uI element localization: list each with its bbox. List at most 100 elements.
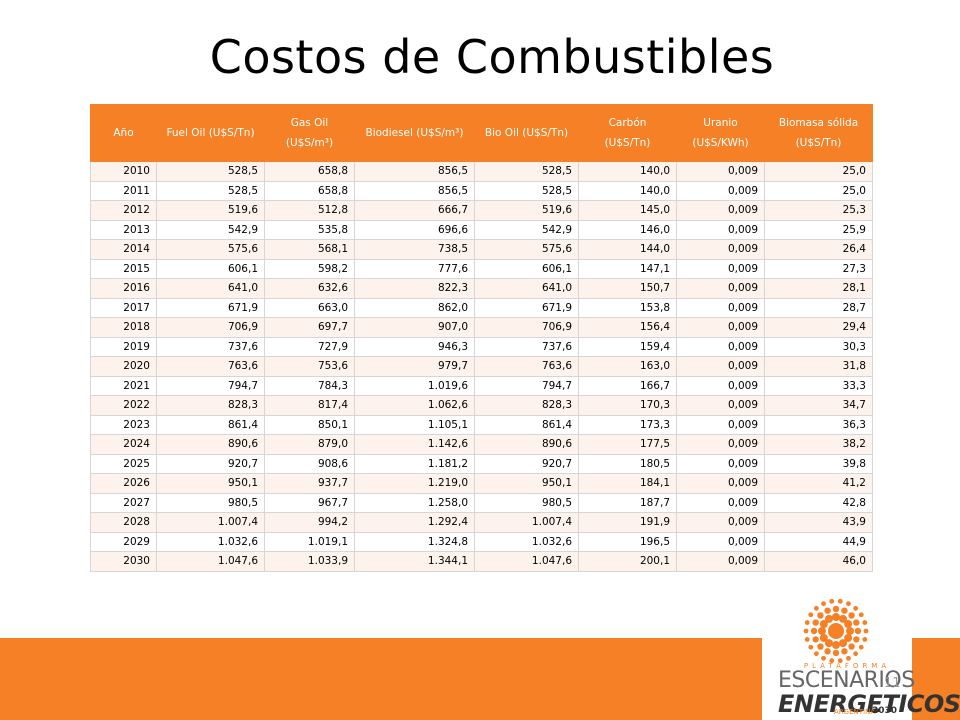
column-header: Fuel Oil (U$S/Tn): [156, 104, 265, 162]
value-cell: 658,8: [264, 161, 355, 182]
value-cell: 663,0: [264, 297, 355, 318]
year-cell: 2010: [90, 161, 157, 182]
table-row: 2011 528,5 658,8 856,5 528,5 140,0 0,009 25,0: [90, 180, 873, 201]
value-cell: 36,3: [764, 414, 873, 435]
year-cell: 2015: [90, 258, 157, 279]
value-cell: 156,4: [578, 317, 677, 338]
fuel-cost-table: Año Fuel Oil (U$S/Tn) Gas Oil (U$S/m³) Biodi…: [90, 104, 873, 572]
value-cell: 920,7: [156, 453, 265, 474]
value-cell: 763,6: [156, 356, 265, 377]
year-cell: 2023: [90, 414, 157, 435]
sun-dot: [846, 601, 851, 607]
value-cell: 0,009: [676, 161, 765, 182]
year-cell: 2011: [90, 180, 157, 201]
sun-dot: [848, 643, 855, 650]
value-cell: 890,6: [474, 434, 579, 455]
sun-dot: [829, 658, 835, 664]
value-cell: 1.007,4: [474, 512, 579, 533]
value-cell: 907,0: [354, 317, 475, 338]
year-cell: 2021: [90, 375, 157, 396]
logo-year-text: 2030: [872, 706, 898, 716]
sun-dot: [853, 636, 860, 643]
value-cell: 0,009: [676, 434, 765, 455]
value-cell: 150,7: [578, 278, 677, 299]
sun-dot: [853, 619, 860, 626]
value-cell: 856,5: [354, 180, 475, 201]
table-row: 2015 606,1 598,2 777,6 606,1 147,1 0,009 27,3: [90, 258, 873, 279]
value-cell: 30,3: [764, 336, 873, 357]
value-cell: 0,009: [676, 278, 765, 299]
sun-dot: [846, 655, 851, 661]
logo-energeticos-text: ENERGETICOS: [778, 690, 960, 718]
table-row: 2020 763,6 753,6 979,7 763,6 163,0 0,009 31,8: [90, 356, 873, 377]
value-cell: 606,1: [474, 258, 579, 279]
value-cell: 738,5: [354, 239, 475, 260]
value-cell: 979,7: [354, 356, 475, 377]
sun-dot: [825, 639, 833, 648]
value-cell: 753,6: [264, 356, 355, 377]
value-cell: 737,6: [474, 336, 579, 357]
column-header-label: Biodiesel (U$S/m³): [365, 127, 464, 139]
value-cell: 0,009: [676, 375, 765, 396]
value-cell: 28,1: [764, 278, 873, 299]
column-header-label: (U$S/Tn): [795, 137, 842, 149]
column-header-label: Carbón: [608, 117, 647, 129]
column-header-label: Bio Oil (U$S/Tn): [484, 127, 569, 139]
table-header-row: Año Fuel Oil (U$S/Tn) Gas Oil (U$S/m³) Biodi…: [90, 104, 873, 162]
sun-dot: [804, 637, 810, 642]
year-cell: 2012: [90, 200, 157, 221]
value-cell: 920,7: [474, 453, 579, 474]
column-header: Uranio (U$S/KWh): [676, 104, 765, 162]
value-cell: 1.292,4: [354, 512, 475, 533]
value-cell: 0,009: [676, 473, 765, 494]
value-cell: 994,2: [264, 512, 355, 533]
slide-number: 11: [884, 676, 901, 691]
sun-dot: [832, 605, 840, 613]
logo-escenarios-text: ESCENARIOS: [778, 668, 915, 693]
sun-dot: [841, 648, 848, 655]
value-cell: 0,009: [676, 453, 765, 474]
column-header-label: Biomasa sólida: [778, 117, 859, 129]
value-cell: 850,1: [264, 414, 355, 435]
value-cell: 1.019,1: [264, 531, 355, 552]
table-row: 2017 671,9 663,0 862,0 671,9 153,8 0,009 28,7: [90, 297, 873, 318]
value-cell: 31,8: [764, 356, 873, 377]
value-cell: 784,3: [264, 375, 355, 396]
sun-dot: [841, 607, 848, 614]
value-cell: 0,009: [676, 258, 765, 279]
year-cell: 2016: [90, 278, 157, 299]
value-cell: 967,7: [264, 492, 355, 513]
column-header-label: Fuel Oil (U$S/Tn): [166, 127, 255, 139]
value-cell: 777,6: [354, 258, 475, 279]
value-cell: 159,4: [578, 336, 677, 357]
value-cell: 1.007,4: [156, 512, 265, 533]
value-cell: 542,9: [156, 219, 265, 240]
value-cell: 187,7: [578, 492, 677, 513]
sun-dot: [804, 620, 810, 625]
value-cell: 879,0: [264, 434, 355, 455]
year-cell: 2029: [90, 531, 157, 552]
value-cell: 145,0: [578, 200, 677, 221]
sun-dot: [812, 619, 819, 626]
value-cell: 641,0: [474, 278, 579, 299]
table-row: 2018 706,9 697,7 907,0 706,9 156,4 0,009 29,4: [90, 317, 873, 338]
value-cell: 706,9: [474, 317, 579, 338]
sun-dot: [812, 636, 819, 643]
value-cell: 528,5: [156, 180, 265, 201]
column-header-label: (U$S/m³): [285, 137, 334, 149]
value-cell: 519,6: [474, 200, 579, 221]
table-row: 2013 542,9 535,8 696,6 542,9 146,0 0,009 25,9: [90, 219, 873, 240]
sun-dot: [821, 601, 826, 607]
column-header-label: Año: [113, 127, 134, 139]
year-cell: 2014: [90, 239, 157, 260]
value-cell: 0,009: [676, 414, 765, 435]
value-cell: 43,9: [764, 512, 873, 533]
sun-dot: [821, 655, 826, 661]
sun-logo-icon: [803, 598, 869, 664]
sun-dot: [853, 651, 859, 657]
value-cell: 25,0: [764, 180, 873, 201]
year-cell: 2022: [90, 395, 157, 416]
year-cell: 2020: [90, 356, 157, 377]
value-cell: 200,1: [578, 551, 677, 572]
table-row: 2028 1.007,4 994,2 1.292,4 1.007,4 191,9 0,009…: [90, 512, 873, 533]
